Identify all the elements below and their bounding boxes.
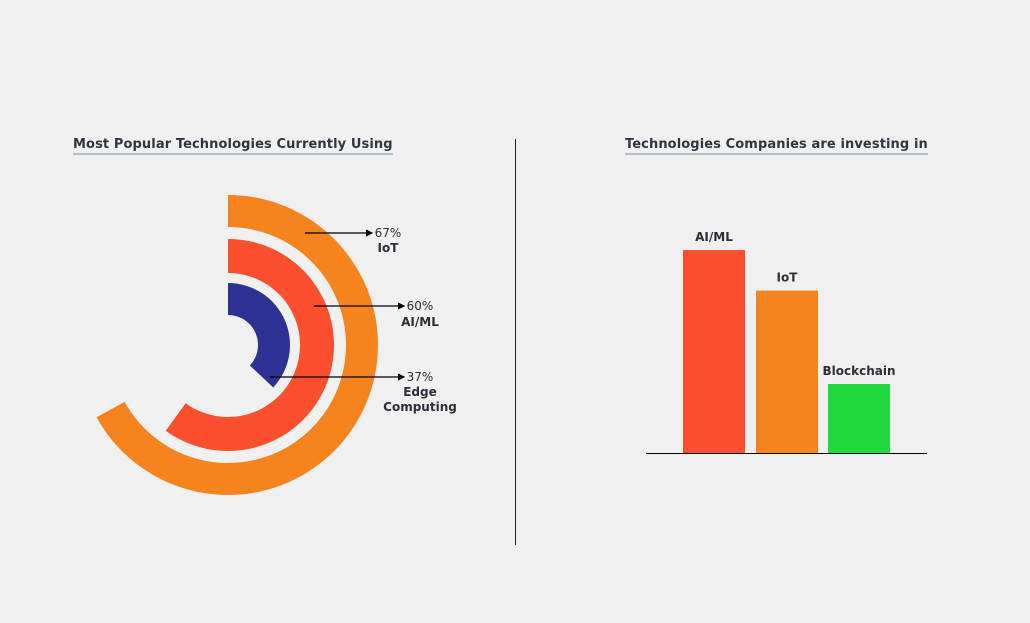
bar-ai-ml bbox=[683, 250, 745, 453]
bar-blockchain bbox=[828, 383, 890, 453]
radial-arc-edge-computing bbox=[228, 283, 290, 388]
divider bbox=[515, 139, 516, 545]
bar-label: Blockchain bbox=[822, 364, 895, 378]
radial-category-label: Computing bbox=[383, 400, 457, 414]
bar-chart: AI/ML IoT Blockchain bbox=[646, 230, 927, 454]
radial-category-label: IoT bbox=[378, 241, 400, 255]
radial-category-label: AI/ML bbox=[401, 315, 439, 329]
bar-iot bbox=[756, 290, 818, 453]
radial-value-label: 60% bbox=[407, 299, 434, 313]
radial-value-label: 37% bbox=[407, 370, 434, 384]
radial-value-label: 67% bbox=[375, 226, 402, 240]
bar-label: AI/ML bbox=[695, 230, 733, 244]
radial-category-label: Edge bbox=[403, 385, 437, 399]
radial-arc-ai-ml bbox=[165, 239, 334, 451]
bar-label: IoT bbox=[777, 271, 799, 285]
radial-chart-title: Most Popular Technologies Currently Usin… bbox=[73, 137, 393, 155]
bar-chart-title: Technologies Companies are investing in bbox=[625, 137, 928, 155]
